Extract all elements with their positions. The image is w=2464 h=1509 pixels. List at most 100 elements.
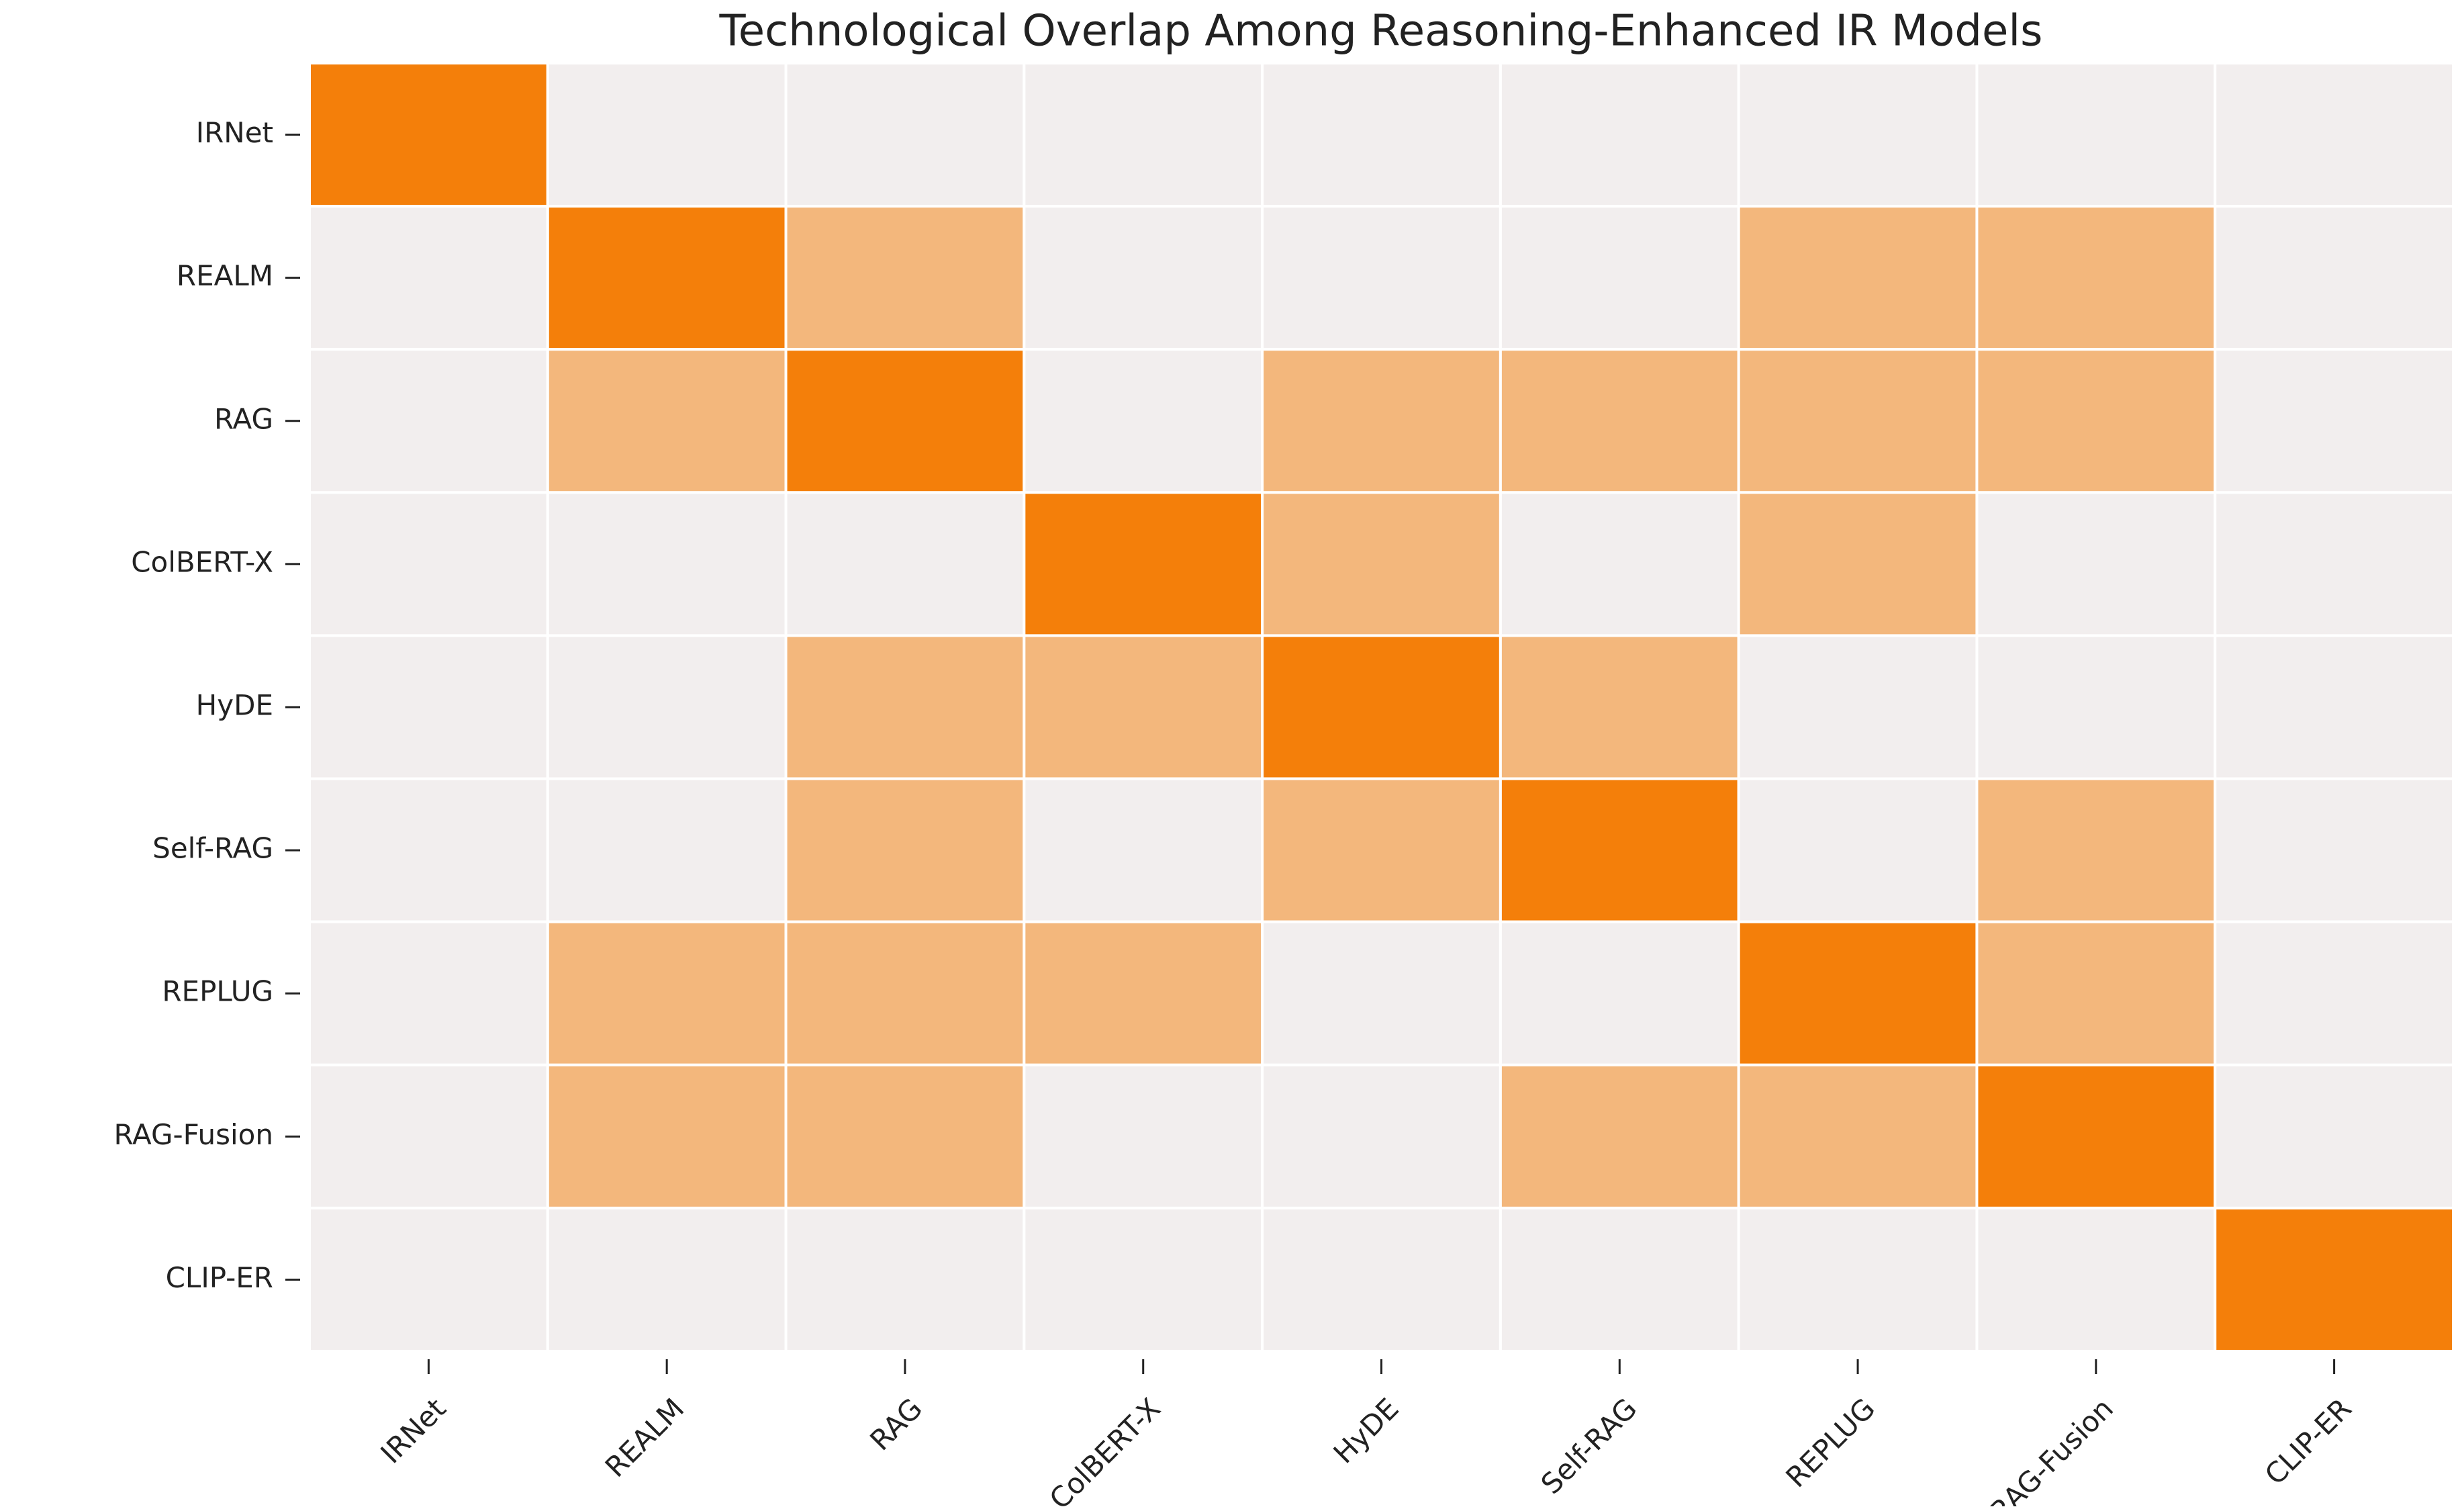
heatmap-cell (1499, 920, 1740, 1066)
heatmap-cell (308, 1206, 549, 1353)
heatmap-cell (1261, 491, 1502, 637)
y-tick-label: REALM (177, 259, 273, 292)
x-tick-label: RAG (863, 1392, 929, 1457)
heatmap-cell (784, 205, 1026, 351)
x-tick-label: HyDE (1327, 1392, 1405, 1470)
heatmap-cell (1023, 777, 1264, 923)
heatmap-cell (308, 348, 549, 494)
heatmap-cell (1023, 205, 1264, 351)
heatmap-cell (1023, 62, 1264, 208)
heatmap-cell (1975, 205, 2217, 351)
heatmap-cell (784, 1063, 1026, 1209)
heatmap-cell (1737, 348, 1979, 494)
heatmap-cell (2214, 62, 2455, 208)
heatmap-cell (2214, 777, 2455, 923)
heatmap-cell (308, 62, 549, 208)
heatmap-cell (546, 205, 788, 351)
heatmap-cell (1499, 491, 1740, 637)
heatmap-cell (546, 348, 788, 494)
heatmap-cell (546, 1063, 788, 1209)
y-tick-label: RAG (214, 402, 273, 435)
heatmap-cell (1261, 348, 1502, 494)
heatmap-cell (308, 205, 549, 351)
heatmap-cell (1261, 205, 1502, 351)
y-tick-label: CLIP-ER (166, 1261, 273, 1294)
heatmap-cell (1975, 634, 2217, 780)
x-tick-label: RAG-Fusion (1983, 1392, 2120, 1506)
heatmap-cell (1975, 1063, 2217, 1209)
heatmap-cell (308, 920, 549, 1066)
y-tick-label: HyDE (196, 689, 273, 722)
heatmap-cell (784, 491, 1026, 637)
heatmap-cell (546, 920, 788, 1066)
heatmap-cell (1737, 634, 1979, 780)
heatmap-cell (1261, 1063, 1502, 1209)
heatmap-cell (1261, 1206, 1502, 1353)
heatmap-cell (2214, 491, 2455, 637)
heatmap-cell (1737, 62, 1979, 208)
heatmap-cell (1499, 777, 1740, 923)
heatmap-cell (1975, 920, 2217, 1066)
heatmap-cell (1975, 777, 2217, 923)
heatmap-cell (1261, 634, 1502, 780)
heatmap-cell (1261, 62, 1502, 208)
heatmap-cell (1499, 348, 1740, 494)
heatmap-cell (1023, 1063, 1264, 1209)
heatmap-cell (1737, 491, 1979, 637)
heatmap-cell (1737, 1063, 1979, 1209)
heatmap-cell (1023, 348, 1264, 494)
heatmap-cell (546, 634, 788, 780)
heatmap-cell (1499, 62, 1740, 208)
heatmap-cell (2214, 920, 2455, 1066)
heatmap-cell (1737, 205, 1979, 351)
heatmap-cell (2214, 348, 2455, 494)
heatmap-cell (546, 777, 788, 923)
heatmap-cell (308, 777, 549, 923)
x-tick-label: IRNet (374, 1392, 452, 1470)
heatmap-cell (1737, 1206, 1979, 1353)
heatmap-cell (2214, 1063, 2455, 1209)
heatmap-cell (1499, 205, 1740, 351)
heatmap-cell (2214, 1206, 2455, 1353)
heatmap-cell (784, 920, 1026, 1066)
heatmap-cell (784, 62, 1026, 208)
heatmap-cell (2214, 634, 2455, 780)
heatmap-cell (1975, 491, 2217, 637)
heatmap-cell (1737, 777, 1979, 923)
heatmap-cell (1975, 62, 2217, 208)
heatmap-cell (1023, 1206, 1264, 1353)
y-tick-label: REPLUG (162, 975, 273, 1008)
heatmap-cell (1975, 1206, 2217, 1353)
y-tick-label: Self-RAG (152, 832, 273, 865)
heatmap-cell (1261, 920, 1502, 1066)
heatmap-cell (2214, 205, 2455, 351)
y-tick-label: RAG-Fusion (113, 1118, 273, 1151)
heatmap-cell (308, 634, 549, 780)
heatmap-cell (784, 1206, 1026, 1353)
heatmap-cell (546, 62, 788, 208)
heatmap-cell (784, 348, 1026, 494)
heatmap-cell (1499, 1206, 1740, 1353)
x-tick-label: ColBERT-X (1043, 1392, 1167, 1506)
heatmap-cell (1737, 920, 1979, 1066)
heatmap-cell (1023, 920, 1264, 1066)
y-tick-label: ColBERT-X (131, 545, 273, 578)
heatmap-cell (546, 491, 788, 637)
chart-title: Technological Overlap Among Reasoning-En… (718, 7, 2042, 56)
heatmap-cell (546, 1206, 788, 1353)
x-tick-label: REPLUG (1779, 1392, 1881, 1494)
x-tick-label: CLIP-ER (2259, 1392, 2358, 1492)
x-tick-label: REALM (599, 1392, 691, 1484)
heatmap-cell (1499, 634, 1740, 780)
x-tick-label: Self-RAG (1535, 1392, 1644, 1501)
heatmap-cell (784, 777, 1026, 923)
heatmap-cell (1975, 348, 2217, 494)
heatmap-cell (308, 1063, 549, 1209)
heatmap-cell (1499, 1063, 1740, 1209)
y-tick-label: IRNet (196, 116, 273, 149)
heatmap-cell (1023, 491, 1264, 637)
heatmap-cell (308, 491, 549, 637)
heatmap-cell (784, 634, 1026, 780)
heatmap-cell (1023, 634, 1264, 780)
